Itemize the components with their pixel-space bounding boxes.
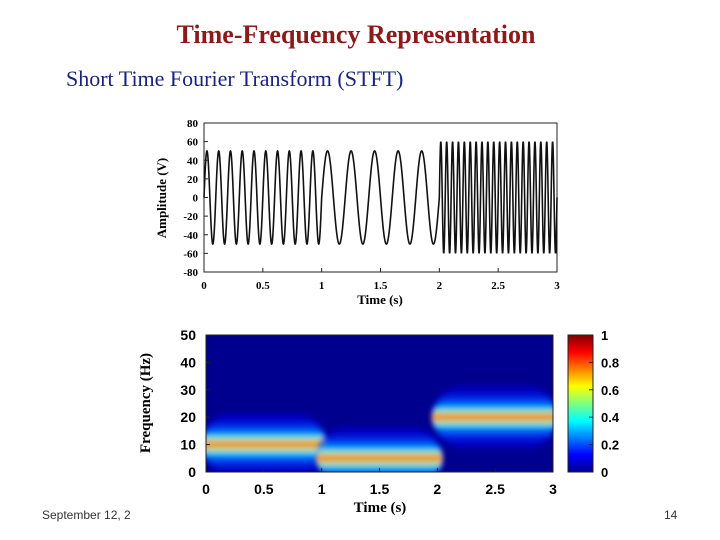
signal-y-tick-label: -60 <box>183 248 198 260</box>
spectrogram-x-tick-label: 0 <box>202 481 210 497</box>
signal-y-axis-label: Amplitude (V) <box>154 158 169 239</box>
spectrogram-ridge <box>431 387 553 448</box>
footer-date: September 12, 2020 <box>42 508 130 522</box>
signal-x-tick-label: 2 <box>437 280 443 292</box>
spectrogram-x-tick-label: 2 <box>433 481 441 497</box>
signal-waveform-line <box>203 141 558 254</box>
page-number: 14 <box>664 508 678 522</box>
signal-y-tick-label: -40 <box>183 230 198 242</box>
spectrogram-ridge <box>206 414 328 472</box>
signal-chart: 80 60 40 20 0 -20 -40 -60 -80 0 0.5 1 1.5 2 2.5 3 Time… <box>154 118 560 307</box>
spectrogram-x-tick-label: 1.5 <box>370 481 390 497</box>
colorbar-tick-label: 0.2 <box>601 438 619 453</box>
spectrogram-x-tick-label: 0.5 <box>254 481 274 497</box>
spectrogram-y-axis-label: Frequency (Hz) <box>138 353 154 453</box>
spectrogram-x-tick-label: 3 <box>549 481 557 497</box>
colorbar-tick-label: 0.8 <box>601 355 619 370</box>
signal-y-tick-label: 40 <box>187 155 199 167</box>
colorbar-tick-label: 0.6 <box>601 383 619 398</box>
spectrogram-y-tick-label: 40 <box>180 354 196 370</box>
spectrogram-x-axis-label: Time (s) <box>354 500 407 516</box>
spectrogram-ridge <box>315 428 444 472</box>
colorbar-tick-label: 1 <box>601 328 608 343</box>
signal-y-tick-label: -80 <box>183 267 198 279</box>
colorbar <box>567 334 594 473</box>
spectrogram-y-tick-label: 0 <box>188 464 196 480</box>
signal-x-tick-label: 1.5 <box>374 280 388 292</box>
signal-y-tick-label: 20 <box>187 174 199 186</box>
spectrogram-y-tick-label: 10 <box>180 437 196 453</box>
spectrogram-x-tick-label: 1 <box>318 481 326 497</box>
signal-x-tick-label: 0.5 <box>256 280 270 292</box>
signal-x-tick-label: 3 <box>554 280 560 292</box>
signal-x-tick-label: 0 <box>201 280 207 292</box>
spectrogram-y-tick-label: 20 <box>180 409 196 425</box>
spectrogram-y-tick-label: 50 <box>180 327 196 343</box>
slide-subtitle: Short Time Fourier Transform (STFT) <box>66 66 404 91</box>
signal-x-tick-label: 1 <box>319 280 325 292</box>
colorbar-tick-label: 0 <box>601 465 608 480</box>
signal-y-tick-label: -20 <box>183 211 198 223</box>
signal-y-tick-label: 0 <box>193 193 199 205</box>
signal-x-tick-label: 2.5 <box>491 280 505 292</box>
signal-x-axis-label: Time (s) <box>357 292 403 307</box>
spectrogram-x-tick-label: 2.5 <box>485 481 505 497</box>
slide-title: Time-Frequency Representation <box>176 20 536 49</box>
colorbar-tick-label: 0.4 <box>601 410 620 425</box>
spectrogram-y-tick-label: 30 <box>180 382 196 398</box>
signal-y-tick-label: 60 <box>187 137 199 149</box>
signal-y-tick-label: 80 <box>187 118 199 130</box>
